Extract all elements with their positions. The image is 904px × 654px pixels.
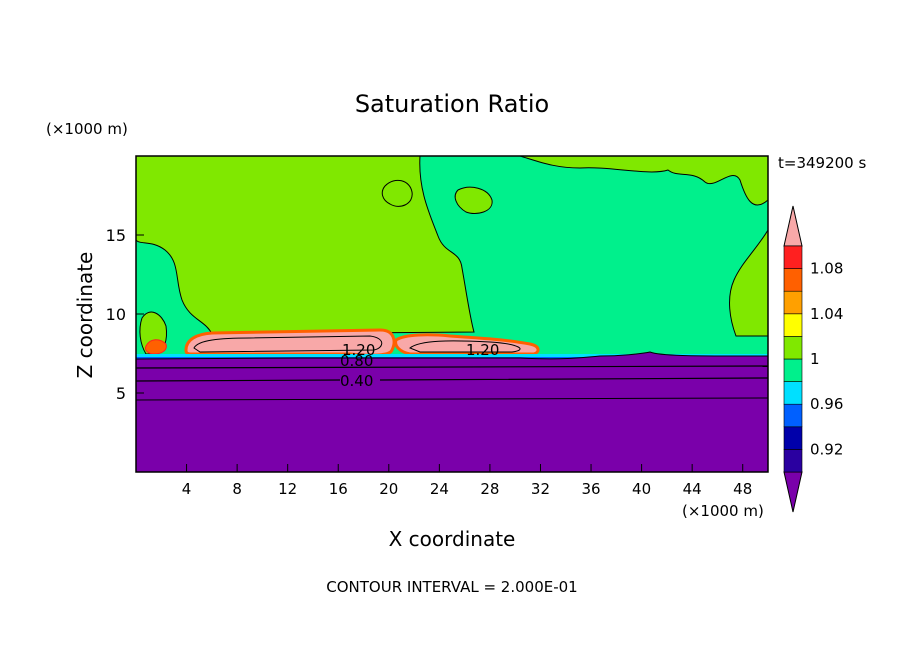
cloud-right	[394, 333, 540, 356]
footer-contour-interval: CONTOUR INTERVAL = 2.000E-01	[326, 578, 577, 596]
time-label: t=349200 s	[778, 154, 866, 172]
x-tick-label-9: 40	[632, 480, 651, 498]
region-subsaturated	[136, 351, 768, 472]
x-tick-label-0: 4	[182, 480, 192, 498]
contour-1-20-b	[409, 340, 521, 353]
x-axis: 4 8 12 16 20 24 28 32 36 40 44 48	[182, 464, 752, 498]
contour-0-40	[136, 377, 768, 382]
colorbar-level-0: 0.92	[810, 440, 843, 458]
cloud-left-spot	[145, 339, 167, 355]
x-tick-label-7: 32	[531, 480, 550, 498]
region-green-right-edge	[729, 229, 768, 337]
colorbar-swatch-1	[783, 449, 803, 473]
colorbar-swatch-4	[783, 381, 803, 405]
x-tick-label-1: 8	[232, 480, 242, 498]
contour-lower	[136, 397, 768, 401]
colorbar-top-arrow	[783, 205, 803, 247]
contour-label-0-40: 0.40	[340, 372, 373, 390]
colorbar-swatch-6	[783, 336, 803, 360]
colorbar-swatch-9	[783, 268, 803, 292]
x-tick-label-11: 48	[733, 480, 752, 498]
colorbar-swatch-3	[783, 403, 803, 428]
colorbar-bottom-arrow	[783, 471, 803, 513]
y-axis: 5 10 15	[106, 226, 144, 403]
x-tick-label-5: 24	[430, 480, 449, 498]
y-tick-label-0: 5	[116, 384, 126, 403]
contour-0-80	[136, 365, 768, 369]
colorbar-swatch-5	[783, 358, 803, 382]
y-tick-label-1: 10	[106, 305, 126, 324]
chart-title: Saturation Ratio	[355, 90, 549, 118]
x-tick-label-3: 16	[329, 480, 348, 498]
region-green-patch-a	[381, 179, 413, 207]
colorbar-level-3: 1.04	[810, 305, 843, 323]
contour-label-0-80: 0.80	[340, 352, 373, 370]
colorbar-swatch-7	[783, 313, 803, 337]
contour-label-1-20-b: 1.20	[466, 341, 499, 359]
x-tick-label-10: 44	[683, 480, 702, 498]
contour-1-20-a	[193, 335, 383, 353]
band-cyan	[136, 354, 768, 357]
x-tick-label-8: 36	[581, 480, 600, 498]
colorbar-swatch-2	[783, 426, 803, 450]
colorbar-level-1: 0.96	[810, 395, 843, 413]
colorbar: 0.92 0.96 1 1.04 1.08	[783, 205, 843, 513]
region-green-patch-b	[454, 186, 493, 214]
contour-field	[136, 156, 768, 472]
contour-labels: 1.20 1.20 0.80 0.40	[340, 341, 499, 390]
x-tick-label-4: 20	[379, 480, 398, 498]
y-axis-label: Z coordinate	[73, 252, 97, 379]
x-axis-label: X coordinate	[389, 527, 516, 551]
y-tick-label-2: 15	[106, 226, 126, 245]
colorbar-level-2: 1	[810, 350, 820, 368]
x-tick-label-2: 12	[278, 480, 297, 498]
colorbar-level-4: 1.08	[810, 260, 843, 278]
y-unit-label: (×1000 m)	[46, 120, 128, 138]
colorbar-swatch-10	[783, 245, 803, 269]
colorbar-swatch-8	[783, 290, 803, 315]
region-green-upper-right	[519, 156, 768, 206]
x-unit-label: (×1000 m)	[682, 502, 764, 520]
contour-label-1-20-a: 1.20	[342, 341, 375, 359]
x-tick-label-6: 28	[480, 480, 499, 498]
